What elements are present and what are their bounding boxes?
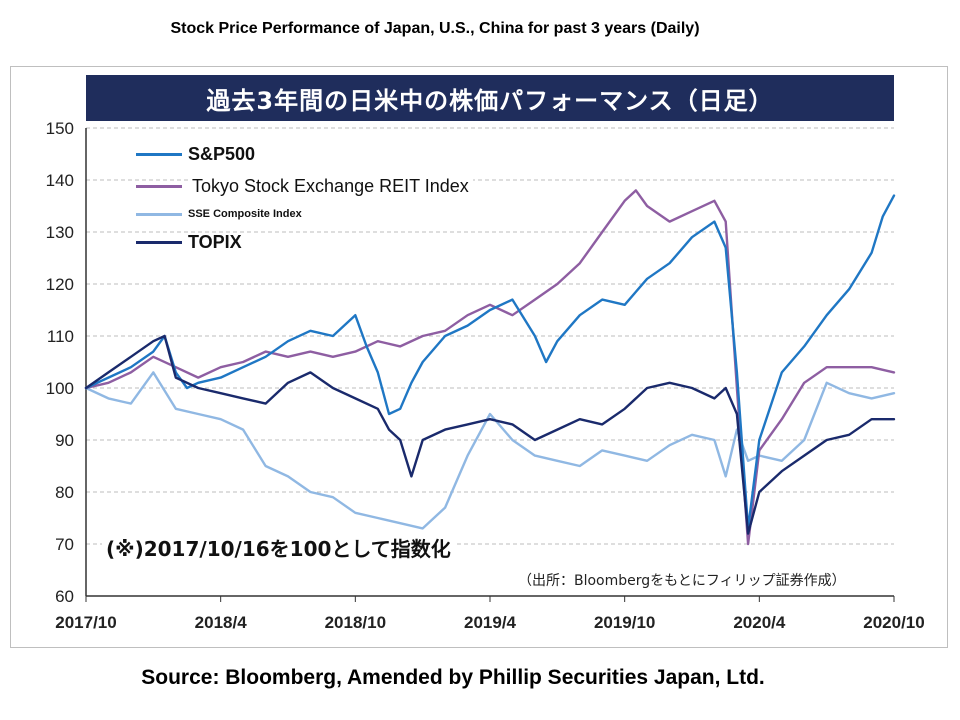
axes: 60 70 80 90 100 110 120 130 140 150 2017/10 2018/4 2… xyxy=(46,119,925,632)
y-tick-label: 140 xyxy=(46,171,74,190)
legend-label-topix: TOPIX xyxy=(188,231,242,252)
legend-label-sp500: S&P500 xyxy=(188,143,256,164)
legend-swatch-tse-reit xyxy=(136,184,182,188)
legend-item-topix: TOPIX xyxy=(136,230,242,254)
x-tick-label: 2020/10 xyxy=(863,613,924,632)
y-tick-label: 70 xyxy=(55,535,74,554)
legend-label-tse-reit: Tokyo Stock Exchange REIT Index xyxy=(188,175,473,197)
x-tick-label: 2018/10 xyxy=(325,613,386,632)
x-tick-label: 2020/4 xyxy=(733,613,786,632)
series-line-sp500 xyxy=(84,194,896,530)
y-tick-label: 130 xyxy=(46,223,74,242)
source-note: （出所：Bloombergをもとにフィリップ証券作成） xyxy=(518,573,846,589)
x-tick-label: 2017/10 xyxy=(55,613,116,632)
legend-item-sp500: S&P500 xyxy=(136,142,255,166)
legend-swatch-sse xyxy=(136,212,182,216)
legend-item-sse: SSE Composite Index xyxy=(136,202,302,226)
x-tick-label: 2019/10 xyxy=(594,613,655,632)
y-tick-label: 100 xyxy=(46,379,74,398)
y-tick-label: 120 xyxy=(46,275,74,294)
series-line-tse-reit xyxy=(84,189,896,546)
y-tick-label: 90 xyxy=(55,431,74,450)
x-tick-label: 2018/4 xyxy=(195,613,248,632)
legend-item-tse-reit: Tokyo Stock Exchange REIT Index xyxy=(136,174,473,198)
legend-swatch-sp500 xyxy=(136,152,182,156)
x-tick-label: 2019/4 xyxy=(464,613,517,632)
index-note: (※)2017/10/16を100として指数化 xyxy=(102,533,455,562)
bottom-caption: Source: Bloomberg, Amended by Phillip Se… xyxy=(141,666,765,689)
y-tick-label: 80 xyxy=(55,483,74,502)
series-lines xyxy=(84,189,896,546)
legend-swatch-topix xyxy=(136,240,182,244)
y-tick-label: 110 xyxy=(47,327,74,346)
top-caption: Stock Price Performance of Japan, U.S., … xyxy=(170,20,700,37)
legend-label-sse: SSE Composite Index xyxy=(188,208,302,220)
chart-title: 過去3年間の日米中の株価パフォーマンス（日足） xyxy=(86,75,894,121)
series-line-topix xyxy=(84,334,896,535)
y-tick-label: 60 xyxy=(55,587,74,606)
y-tick-label: 150 xyxy=(46,119,74,138)
series-line-sse xyxy=(84,371,896,530)
